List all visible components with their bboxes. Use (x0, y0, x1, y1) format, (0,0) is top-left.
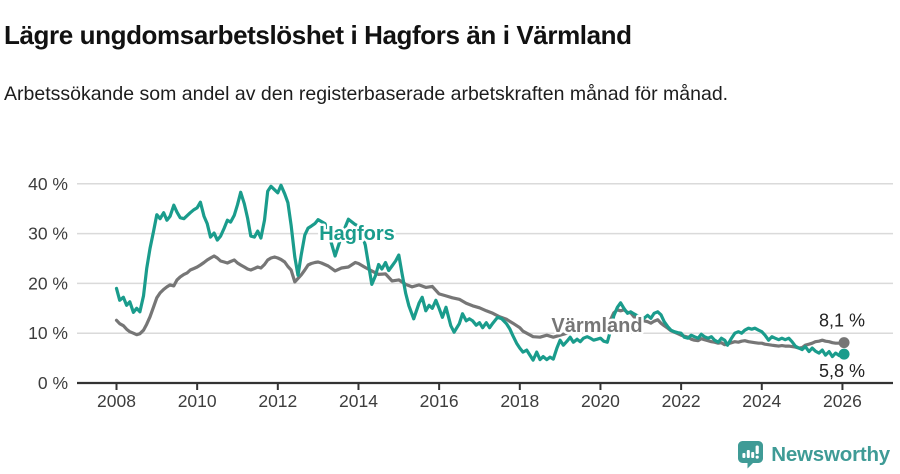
newsworthy-brand: Newsworthy (737, 440, 890, 469)
end-value-label-hagfors: 5,8 % (819, 361, 865, 381)
x-tick-label-2010: 2010 (178, 391, 217, 411)
bar-chart-speech-bubble-icon (738, 441, 764, 469)
brand-name: Newsworthy (771, 442, 890, 466)
x-tick-label-2018: 2018 (500, 391, 539, 411)
y-tick-label-10: 10 % (28, 323, 68, 343)
x-tick-label-2026: 2026 (823, 391, 862, 411)
x-tick-label-2020: 2020 (581, 391, 620, 411)
page-title: Lägre ungdomsarbetslöshet i Hagfors än i… (4, 20, 632, 51)
chart-subtitle: Arbetssökande som andel av den registerb… (4, 82, 729, 105)
x-tick-label-2014: 2014 (339, 391, 378, 411)
end-dot-värmland (838, 337, 850, 349)
end-dot-hagfors (838, 348, 850, 360)
end-value-label-värmland: 8,1 % (819, 311, 865, 331)
series-line-hagfors (114, 183, 846, 362)
y-tick-label-0: 0 % (38, 373, 68, 393)
series-label-värmland: Värmland (551, 315, 642, 337)
x-tick-label-2024: 2024 (742, 391, 781, 411)
y-tick-label-40: 40 % (28, 174, 68, 194)
x-tick-label-2016: 2016 (420, 391, 459, 411)
y-tick-label-20: 20 % (28, 273, 68, 293)
series-label-hagfors: Hagfors (319, 223, 395, 245)
y-tick-label-30: 30 % (28, 224, 68, 244)
x-tick-label-2022: 2022 (662, 391, 701, 411)
x-tick-label-2008: 2008 (97, 391, 136, 411)
x-tick-label-2012: 2012 (258, 391, 297, 411)
